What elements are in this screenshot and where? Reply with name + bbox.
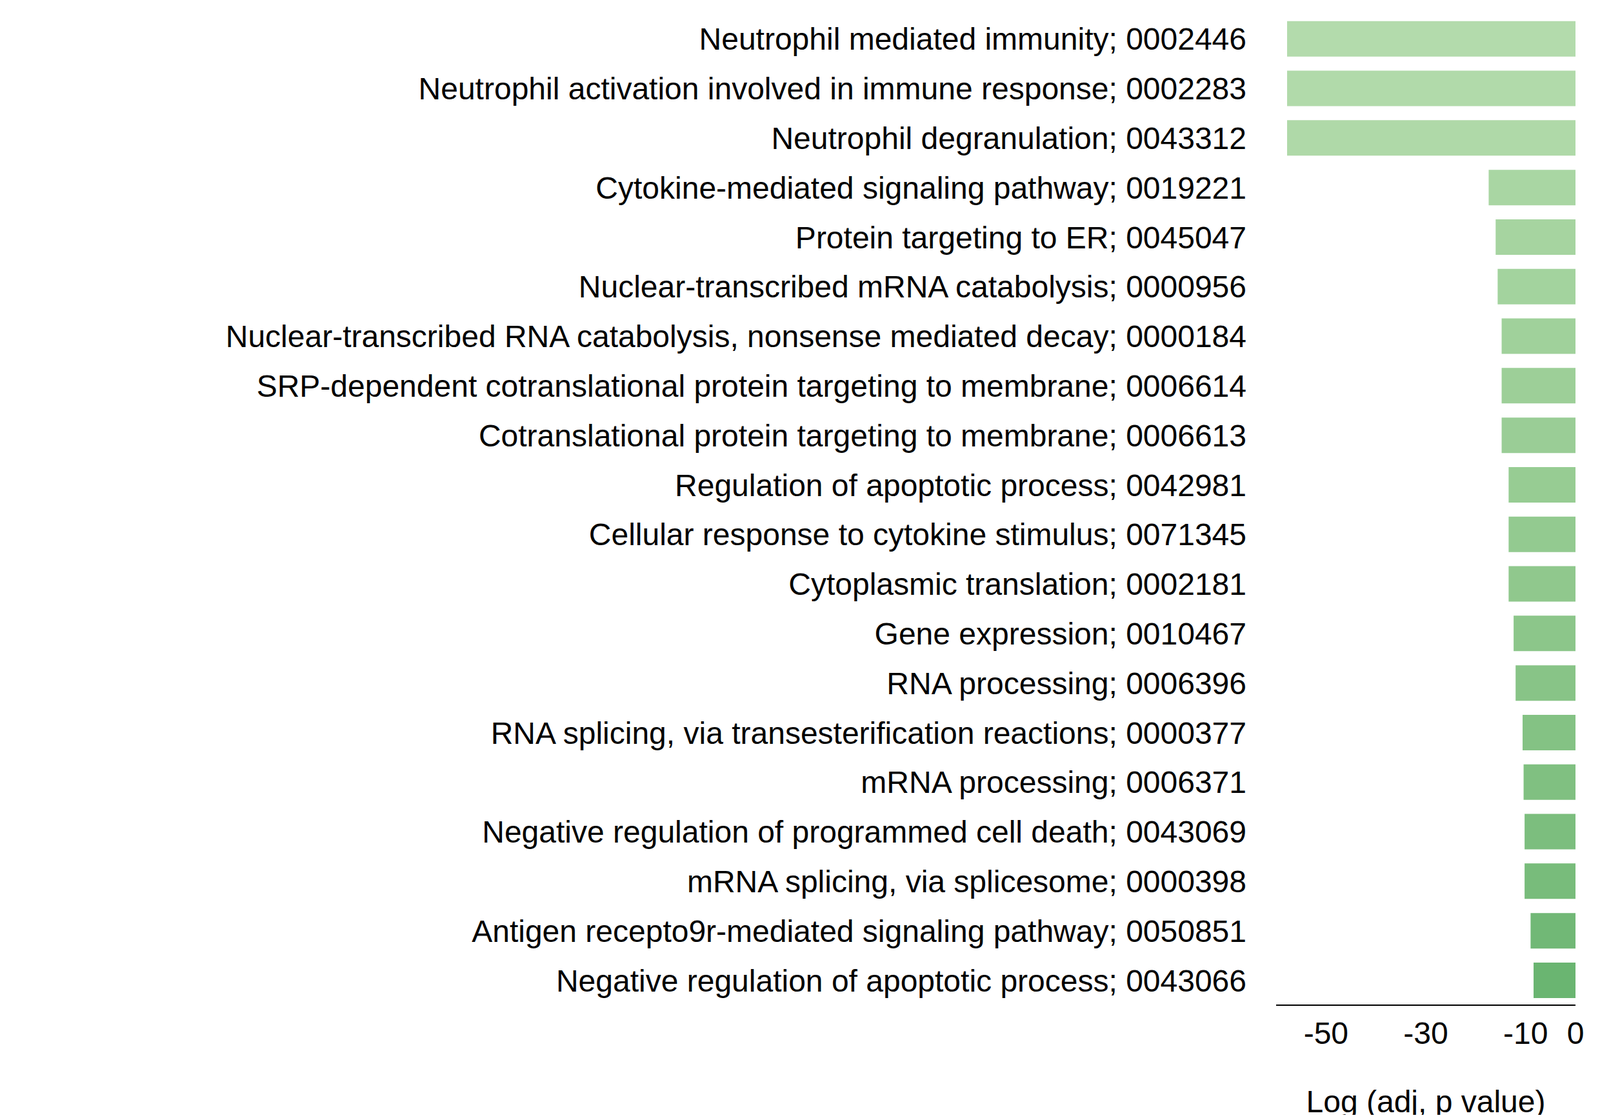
svg-text:RNA splicing, via transesterif: RNA splicing, via transesterification re…	[490, 716, 1247, 751]
svg-text:-50: -50	[1303, 1016, 1349, 1051]
svg-text:RNA processing; 0006396: RNA processing; 0006396	[886, 666, 1247, 701]
svg-text:mRNA splicing, via splicesome;: mRNA splicing, via splicesome; 0000398	[687, 864, 1247, 899]
svg-text:SRP-dependent cotranslational: SRP-dependent cotranslational protein ta…	[256, 369, 1247, 404]
svg-text:Nuclear-transcribed RNA catabo: Nuclear-transcribed RNA catabolysis, non…	[225, 319, 1247, 354]
svg-text:Negative regulation of program: Negative regulation of programmed cell d…	[481, 814, 1247, 850]
svg-text:Nuclear-transcribed mRNA catab: Nuclear-transcribed mRNA catabolysis; 00…	[578, 269, 1247, 304]
svg-text:Antigen recepto9r-mediated sig: Antigen recepto9r-mediated signaling pat…	[471, 914, 1247, 949]
svg-text:Negative regulation of apoptot: Negative regulation of apoptotic process…	[556, 963, 1247, 999]
svg-text:Cytoplasmic translation; 00021: Cytoplasmic translation; 0002181	[788, 567, 1247, 602]
svg-text:mRNA processing; 0006371: mRNA processing; 0006371	[860, 765, 1247, 800]
svg-text:Cellular response to cytokine: Cellular response to cytokine stimulus; …	[589, 517, 1247, 552]
svg-text:Cytokine-mediated signaling pa: Cytokine-mediated signaling pathway; 001…	[595, 170, 1247, 206]
svg-text:Neutrophil mediated immunity;: Neutrophil mediated immunity; 0002446	[699, 21, 1247, 57]
svg-text:-10: -10	[1503, 1016, 1548, 1051]
svg-text:Neutrophil degranulation; 0043: Neutrophil degranulation; 0043312	[770, 121, 1247, 156]
svg-text:Regulation of apoptotic proces: Regulation of apoptotic process; 0042981	[674, 468, 1247, 503]
svg-text:Gene expression; 0010467: Gene expression; 0010467	[874, 616, 1247, 651]
svg-text:Cotranslational protein target: Cotranslational protein targeting to mem…	[478, 418, 1247, 453]
svg-text:-30: -30	[1403, 1016, 1448, 1051]
svg-text:Neutrophil activation involved: Neutrophil activation involved in immune…	[418, 71, 1247, 106]
svg-text:Protein targeting to ER; 00450: Protein targeting to ER; 0045047	[795, 220, 1247, 255]
svg-text:Log (adj, p value): Log (adj, p value)	[1306, 1084, 1546, 1115]
svg-text:0: 0	[1567, 1016, 1585, 1051]
